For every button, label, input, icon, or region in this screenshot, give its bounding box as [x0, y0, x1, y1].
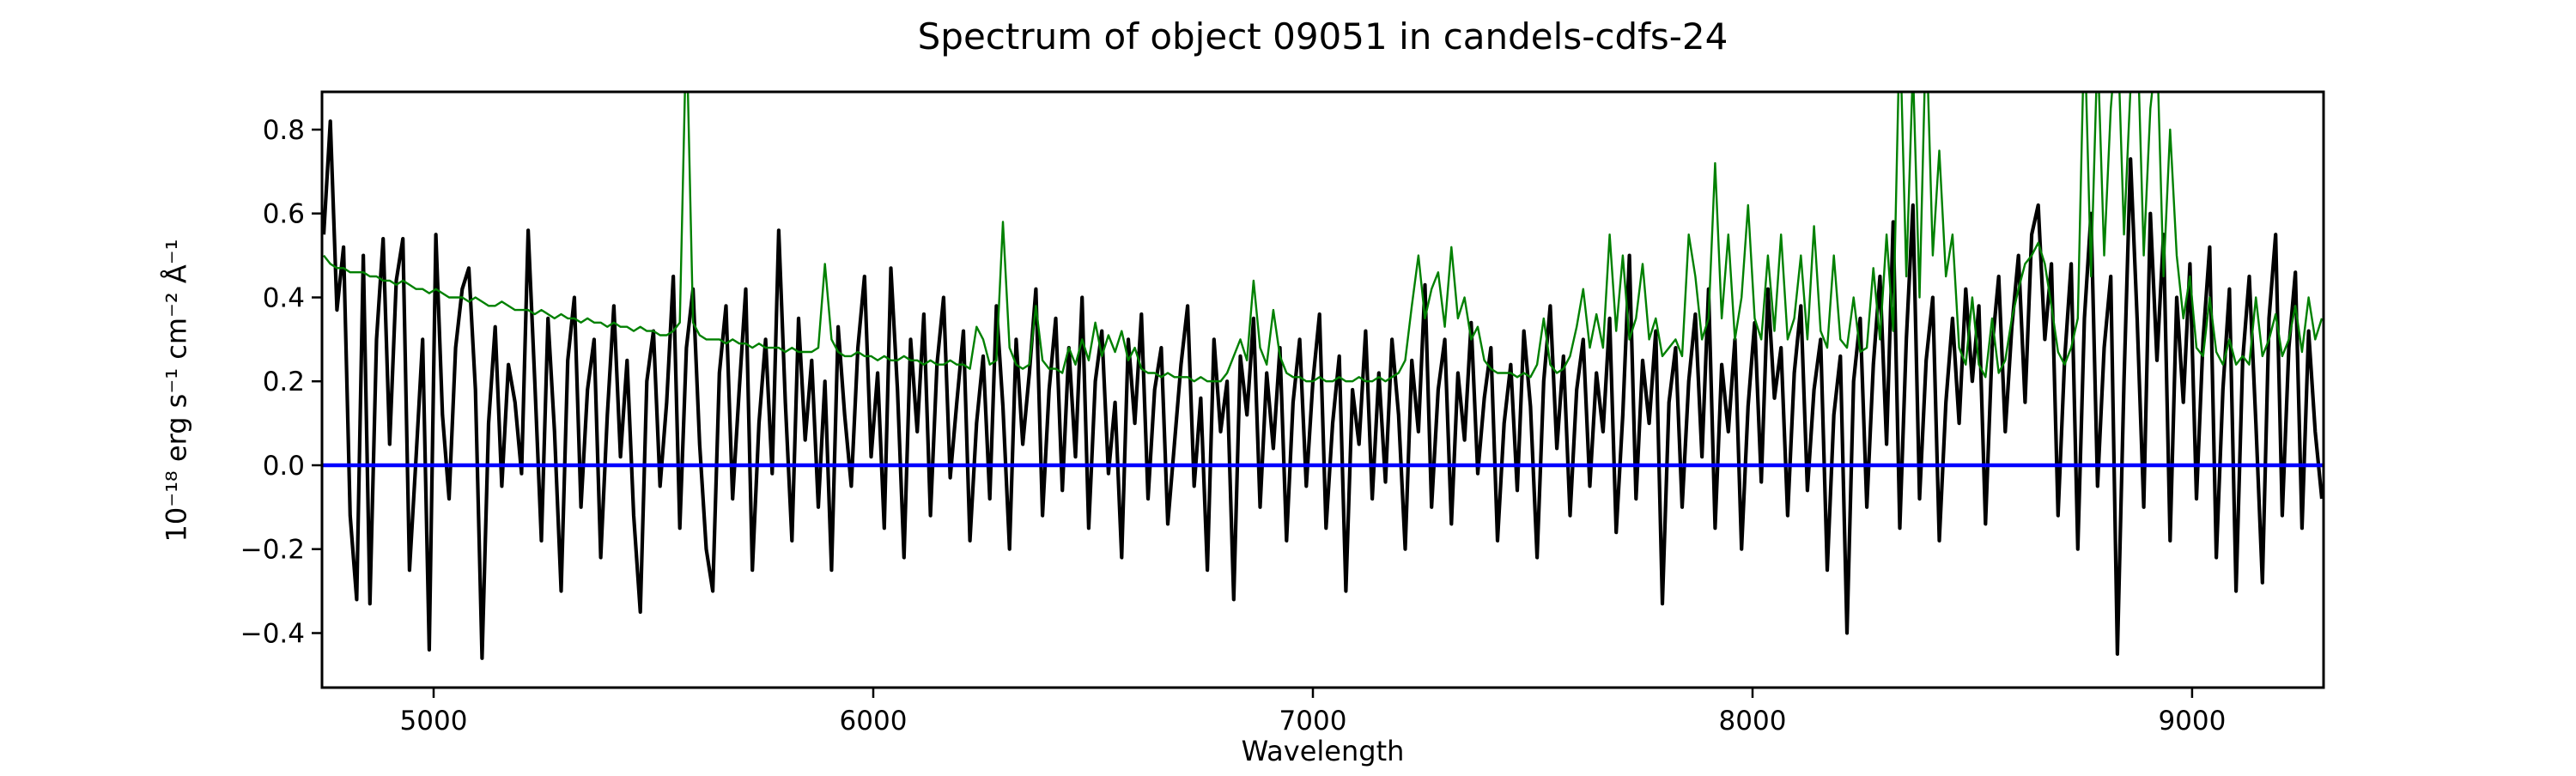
x-tick-label: 9000: [2158, 706, 2226, 737]
y-tick-label: 0.2: [263, 367, 305, 397]
plot-frame: [320, 90, 2325, 689]
y-tick-label: 0.8: [263, 115, 305, 146]
series-flux: [322, 119, 2324, 660]
plot-ticks-group: 5000 6000 7000 8000 9000 0.8 0.6 0.4 0.2 0.0 −0.2 −…: [240, 115, 2227, 737]
y-tick-label: −0.2: [240, 535, 305, 566]
y-tick-label: 0.4: [263, 283, 305, 314]
x-tick-label: 6000: [840, 706, 908, 737]
x-tick-label: 5000: [400, 706, 468, 737]
x-tick-label: 8000: [1719, 706, 1787, 737]
plot-series-group: [322, 92, 2324, 660]
plot-title: Spectrum of object 09051 in candels-cdfs…: [917, 15, 1728, 58]
y-axis-label: 10⁻¹⁸ erg s⁻¹ cm⁻² Å⁻¹: [160, 239, 193, 543]
x-tick-label: 7000: [1279, 706, 1347, 737]
y-tick-label: −0.4: [240, 619, 305, 650]
series-noise: [323, 92, 2324, 383]
x-axis-label: Wavelength: [1241, 735, 1405, 767]
y-tick-label: 0.6: [263, 199, 305, 230]
y-tick-label: 0.0: [263, 451, 305, 482]
